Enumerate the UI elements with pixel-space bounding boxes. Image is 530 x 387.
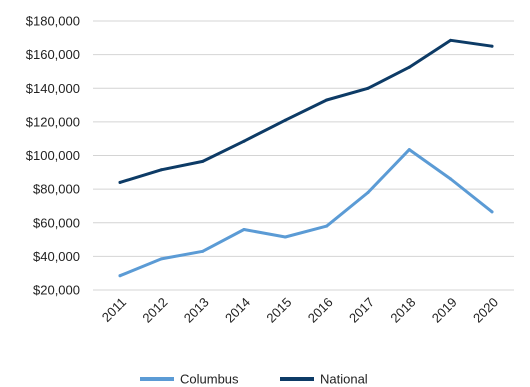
data-point-columbus	[118, 274, 122, 278]
x-tick-label: 2014	[222, 295, 253, 326]
data-point-columbus	[283, 235, 287, 239]
data-point-national	[325, 98, 329, 102]
x-tick-label: 2019	[429, 295, 460, 326]
x-tick-label: 2018	[387, 295, 418, 326]
data-point-national	[490, 44, 494, 48]
y-axis: $20,000 $40,000 $60,000 $80,000 $100,000 $120…	[26, 14, 80, 298]
data-point-national	[201, 159, 205, 163]
legend-label-national: National	[320, 372, 368, 387]
data-point-national	[449, 38, 453, 42]
y-tick-label: $120,000	[26, 114, 80, 129]
data-point-columbus	[325, 224, 329, 228]
data-point-columbus	[201, 249, 205, 253]
x-tick-label: 2020	[470, 295, 501, 326]
data-point-columbus	[449, 177, 453, 181]
legend: Columbus National	[140, 372, 368, 387]
x-tick-label: 2017	[346, 295, 377, 326]
y-tick-label: $180,000	[26, 14, 80, 29]
y-tick-label: $100,000	[26, 148, 80, 163]
data-point-national	[407, 65, 411, 69]
data-point-national	[283, 118, 287, 122]
series-line-national	[118, 38, 494, 184]
data-point-national	[242, 139, 246, 143]
data-point-columbus	[242, 227, 246, 231]
data-point-national	[118, 180, 122, 184]
legend-label-columbus: Columbus	[180, 372, 239, 387]
x-tick-label: 2011	[99, 295, 129, 325]
data-point-national	[159, 168, 163, 172]
y-tick-label: $160,000	[26, 47, 80, 62]
x-axis: 2011 2012 2013 2014 2015 2016 2017 2018 2019 2020	[99, 295, 501, 326]
data-point-columbus	[407, 148, 411, 152]
data-point-columbus	[490, 210, 494, 214]
data-point-national	[366, 86, 370, 90]
x-tick-label: 2012	[139, 295, 170, 326]
y-tick-label: $60,000	[33, 215, 80, 230]
x-tick-label: 2015	[263, 295, 294, 326]
x-tick-label: 2016	[305, 295, 336, 326]
series-line-columbus	[118, 148, 494, 278]
y-tick-label: $40,000	[33, 249, 80, 264]
x-tick-label: 2013	[181, 295, 212, 326]
plot-area	[118, 38, 494, 278]
data-point-columbus	[366, 190, 370, 194]
y-tick-label: $80,000	[33, 182, 80, 197]
data-point-columbus	[159, 257, 163, 261]
y-tick-label: $20,000	[33, 283, 80, 298]
y-tick-label: $140,000	[26, 81, 80, 96]
gridlines	[93, 20, 514, 291]
